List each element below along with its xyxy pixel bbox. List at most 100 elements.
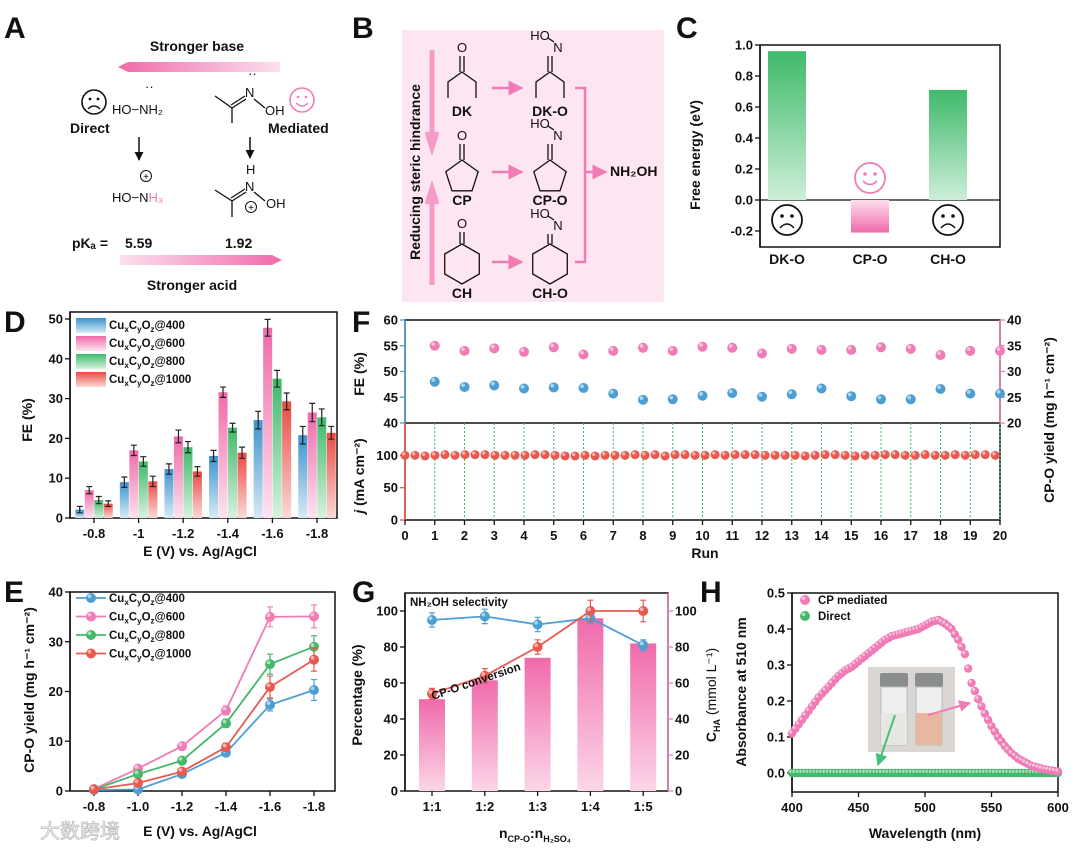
carbonyl-bond xyxy=(459,232,465,244)
f-yield-point xyxy=(757,348,767,359)
h-data-point xyxy=(964,664,973,673)
pka-direct-value: 5.59 xyxy=(125,235,152,251)
d-error-bar xyxy=(309,402,316,423)
d-legend-swatch xyxy=(76,354,106,369)
f-current-density-point xyxy=(460,450,470,460)
f-fe-point xyxy=(816,383,827,394)
f-x-tick-label: 17 xyxy=(904,528,918,543)
f-x-tick-label: 8 xyxy=(639,528,646,543)
g-x-tick-label: 1:2 xyxy=(475,799,494,814)
protonated-oxime-structure xyxy=(214,188,266,217)
cp-ring xyxy=(445,159,479,192)
f-current-density-point xyxy=(710,450,720,460)
f-fe-point xyxy=(667,394,678,405)
sad-face-icon xyxy=(81,89,107,115)
f-current-density-point xyxy=(900,450,910,460)
f-current-density-point xyxy=(920,450,930,460)
f-current-density-point xyxy=(750,450,760,460)
f-x-tick-label: 12 xyxy=(755,528,769,543)
d-error-bar xyxy=(175,429,182,444)
stronger-acid-arrow xyxy=(120,255,282,265)
g-data-point xyxy=(532,619,543,630)
h-legend-label: CP mediated xyxy=(818,595,887,607)
c-y-tick-label: 1.0 xyxy=(735,38,753,53)
d-error-bar xyxy=(95,495,102,505)
f-x-tick-label: 5 xyxy=(550,528,557,543)
steric-hindrance-label: Reducing steric hindrance xyxy=(407,84,423,260)
f-current-density-point xyxy=(930,450,940,460)
f-current-density-point xyxy=(950,450,960,460)
d-bar xyxy=(307,412,317,518)
f-yield-point xyxy=(638,342,648,353)
d-error-bar xyxy=(299,425,306,445)
f-x-tick-label: 10 xyxy=(695,528,709,543)
f-current-density-point xyxy=(610,450,620,460)
e-data-point xyxy=(309,641,319,652)
d-error-bar xyxy=(165,463,172,475)
d-bar xyxy=(148,481,158,518)
c-y-tick-label: -0.2 xyxy=(731,224,753,239)
f-fe-point xyxy=(459,381,470,392)
d-bar xyxy=(94,500,104,518)
hydroxylamine-formula: HO−NH₂ xyxy=(112,102,163,117)
direct-vial-arrow xyxy=(875,714,896,767)
c-n-double-bond xyxy=(547,56,553,72)
e-data-point xyxy=(265,611,275,622)
d-x-tick-label: -1.2 xyxy=(172,526,194,541)
d-y-tick-label: 30 xyxy=(49,391,63,406)
d-legend-swatch xyxy=(76,318,106,333)
f-current-density-point xyxy=(500,450,510,460)
f-x-tick-label: 15 xyxy=(844,528,858,543)
e-xlabel: E (V) vs. Ag/AgCl xyxy=(143,823,257,839)
nitrogen-atom: N xyxy=(553,40,562,55)
oxygen-atom: O xyxy=(457,216,467,231)
d-bar xyxy=(272,378,282,518)
h-data-point xyxy=(960,650,970,659)
e-series-line xyxy=(93,658,315,791)
f-current-density-point xyxy=(510,450,520,460)
h-data-point xyxy=(970,686,980,696)
f-current-density-point xyxy=(680,450,690,460)
f-yield-point xyxy=(905,343,916,354)
f-x-tick-label: 2 xyxy=(461,528,468,543)
f-fe-point xyxy=(786,389,797,400)
e-data-point xyxy=(89,784,99,795)
g-data-point xyxy=(427,615,437,625)
f-fe-point xyxy=(697,390,708,401)
mediated-label: Mediated xyxy=(268,120,329,136)
d-error-bar xyxy=(121,476,128,488)
panel-a-scheme: Stronger base HO−NH₂ ·· Direct N ·· OH M… xyxy=(70,38,329,293)
f-current-density-point xyxy=(600,450,610,460)
h-data-point xyxy=(980,709,990,718)
d-bar xyxy=(317,417,327,518)
f-current-density-point xyxy=(730,450,740,460)
lone-pair: ·· xyxy=(145,79,154,94)
e-series-line xyxy=(93,645,315,791)
d-error-bar xyxy=(76,505,83,514)
d-error-bar xyxy=(86,485,93,495)
f-current-density-point xyxy=(660,451,670,461)
d-bar xyxy=(84,490,94,518)
d-bar xyxy=(298,435,308,518)
f-j-y-tick-label: 0 xyxy=(391,513,398,528)
e-legend-marker xyxy=(86,648,96,659)
product-nh2oh: NH₂OH xyxy=(610,163,657,179)
f-x-tick-label: 6 xyxy=(580,528,587,543)
c-y-tick-label: 0.4 xyxy=(735,131,754,146)
d-bar xyxy=(103,503,113,518)
e-x-tick-label: -1.8 xyxy=(303,799,325,814)
e-x-tick-label: -0.8 xyxy=(83,799,105,814)
f-fe-point xyxy=(846,391,857,402)
f-xlabel: Run xyxy=(691,545,718,561)
g-cha-bar xyxy=(630,643,657,791)
f-current-density-point xyxy=(580,450,590,460)
charts: -0.20.00.20.40.60.81.0DK-O CP-O CH-O010203… xyxy=(49,38,1069,816)
panel-label-h: H xyxy=(700,576,722,609)
f-current-density-point xyxy=(760,450,770,460)
g-right-y-tick-label: 40 xyxy=(675,712,689,727)
d-bar xyxy=(263,327,273,518)
f-yield-point xyxy=(459,345,470,356)
g-y-tick-label: 100 xyxy=(376,604,398,619)
f-current-density-point xyxy=(780,450,790,460)
f-fe-y-tick-label: 60 xyxy=(384,313,398,328)
